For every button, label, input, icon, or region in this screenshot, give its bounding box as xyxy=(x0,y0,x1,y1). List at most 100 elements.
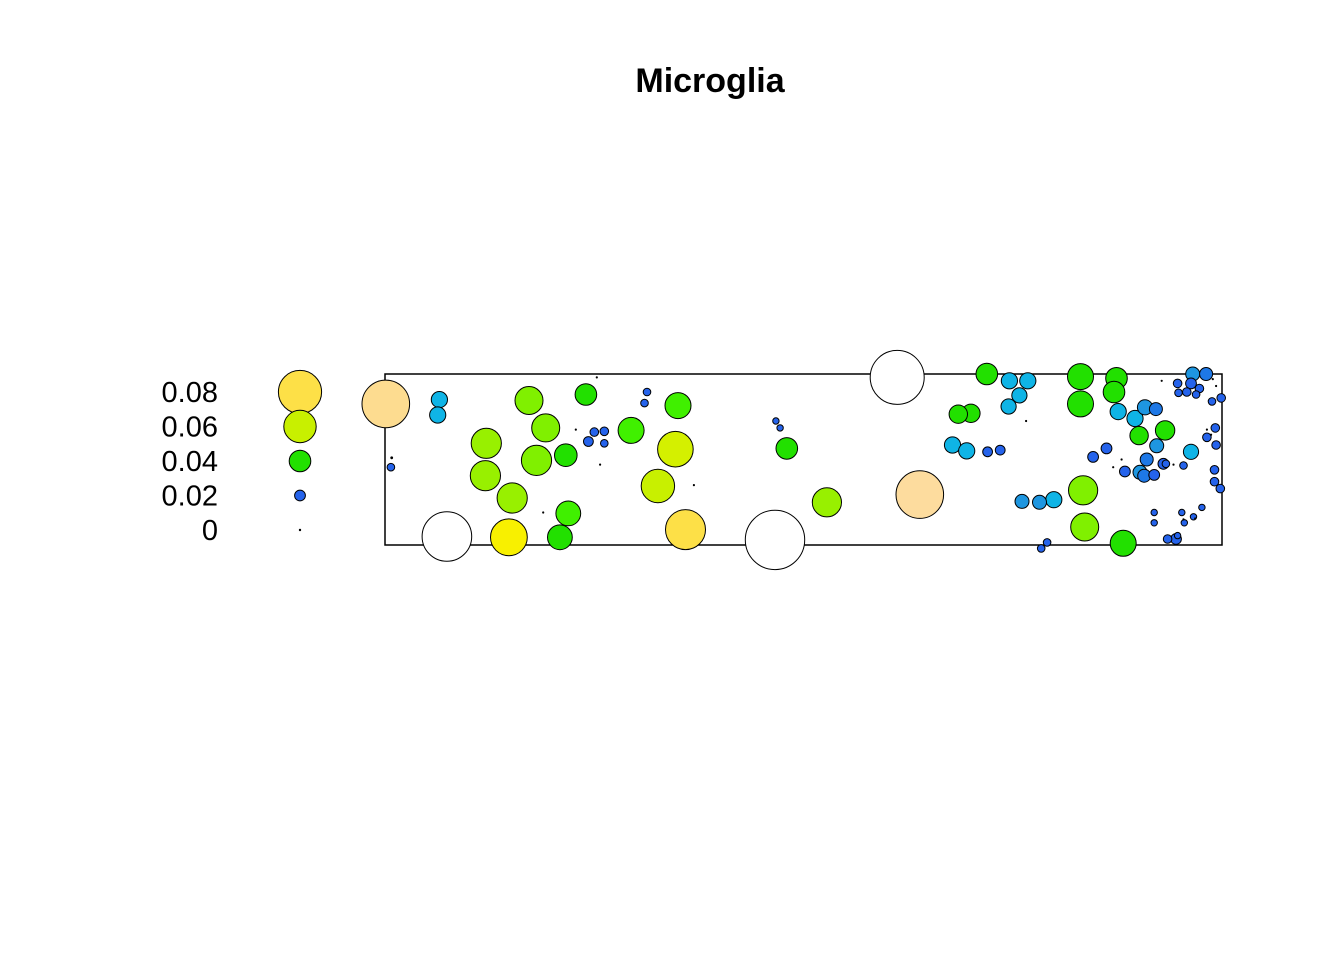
data-point xyxy=(1216,393,1226,403)
data-point xyxy=(1209,433,1213,436)
data-point xyxy=(744,509,806,571)
data-point xyxy=(574,428,577,431)
data-point xyxy=(514,386,544,415)
data-point xyxy=(1209,465,1220,475)
data-point xyxy=(776,424,784,432)
data-point xyxy=(1150,519,1158,527)
data-point xyxy=(1207,397,1217,406)
data-point xyxy=(1148,469,1161,481)
data-point xyxy=(1215,483,1226,494)
legend-label: 0 xyxy=(202,515,218,547)
data-point xyxy=(1000,372,1019,390)
data-point xyxy=(1119,465,1131,478)
data-point xyxy=(1178,508,1186,517)
data-point xyxy=(361,379,411,429)
data-point xyxy=(1179,461,1188,470)
data-point xyxy=(958,442,976,460)
data-point xyxy=(1160,379,1163,382)
legend-symbol xyxy=(298,528,302,532)
data-point xyxy=(1129,425,1149,446)
data-point xyxy=(599,426,610,437)
data-point xyxy=(1032,494,1047,510)
data-point xyxy=(1102,380,1126,404)
data-point xyxy=(664,392,692,420)
chart-title: Microglia xyxy=(635,62,785,100)
data-point xyxy=(869,349,925,405)
data-point xyxy=(642,387,652,397)
data-point xyxy=(600,439,609,448)
data-point xyxy=(1185,377,1197,390)
data-point xyxy=(640,398,649,408)
data-point xyxy=(1112,466,1115,469)
data-point xyxy=(595,376,598,379)
data-point xyxy=(554,443,578,468)
data-point xyxy=(469,460,501,492)
legend-label: 0.02 xyxy=(162,481,218,513)
data-point xyxy=(1068,475,1099,506)
data-point xyxy=(1120,458,1123,461)
data-point xyxy=(1172,378,1183,389)
data-point xyxy=(1149,438,1165,454)
data-point xyxy=(948,404,968,424)
data-point xyxy=(1194,517,1197,520)
data-point xyxy=(1174,388,1183,398)
data-point xyxy=(1036,544,1046,553)
data-point xyxy=(1182,443,1200,460)
data-point xyxy=(1210,423,1221,433)
data-point xyxy=(1209,476,1220,487)
legend-symbol xyxy=(294,489,306,502)
legend-symbol xyxy=(283,409,317,444)
data-point xyxy=(1211,440,1221,450)
data-point xyxy=(496,482,528,514)
data-point xyxy=(531,413,561,443)
data-point xyxy=(982,446,993,458)
data-point xyxy=(1045,491,1063,509)
data-point xyxy=(470,427,502,459)
data-point xyxy=(1042,538,1052,547)
data-point xyxy=(1070,512,1100,542)
data-point xyxy=(657,430,694,468)
data-point xyxy=(598,463,602,466)
data-point xyxy=(429,406,447,424)
data-point xyxy=(1154,420,1176,441)
data-point xyxy=(1205,428,1208,431)
data-point xyxy=(1109,403,1127,421)
data-point xyxy=(390,456,394,460)
data-point xyxy=(1211,378,1214,381)
data-point xyxy=(1180,519,1189,527)
data-point xyxy=(1191,390,1201,399)
legend-symbol xyxy=(277,369,323,415)
data-point xyxy=(1126,409,1144,428)
data-point xyxy=(1182,518,1185,521)
data-point xyxy=(547,524,573,551)
data-point xyxy=(1024,419,1028,423)
data-point xyxy=(775,437,799,460)
data-point xyxy=(386,462,396,472)
data-point xyxy=(975,362,999,386)
data-point xyxy=(1214,384,1218,388)
data-point xyxy=(1173,531,1182,540)
legend-label: 0.08 xyxy=(162,377,218,409)
data-point xyxy=(994,444,1006,456)
data-point xyxy=(1198,503,1206,512)
data-point xyxy=(1182,387,1192,397)
data-point xyxy=(1014,493,1030,509)
data-point xyxy=(640,468,676,504)
data-point xyxy=(772,417,780,425)
data-point xyxy=(1172,463,1175,466)
data-point xyxy=(1067,363,1094,391)
data-point xyxy=(583,436,594,447)
data-point xyxy=(1199,367,1214,381)
data-point xyxy=(1067,390,1094,418)
data-point xyxy=(811,487,843,518)
data-points xyxy=(361,349,1226,571)
legend-label: 0.04 xyxy=(162,446,218,478)
data-point xyxy=(542,511,545,514)
data-point xyxy=(1000,398,1017,415)
legend: 0.080.060.040.020 xyxy=(162,369,323,547)
data-point xyxy=(555,500,582,527)
data-point xyxy=(1011,387,1028,404)
data-point xyxy=(1162,534,1173,544)
data-point xyxy=(490,518,528,557)
